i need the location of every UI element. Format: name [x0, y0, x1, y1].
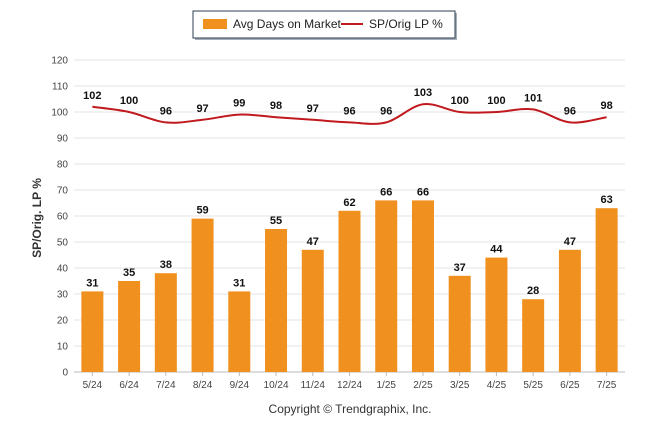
- line-data-label: 96: [160, 105, 172, 117]
- x-tick-label: 6/25: [560, 380, 580, 391]
- legend-label-line: SP/Orig LP %: [369, 17, 443, 31]
- bar-data-label: 66: [380, 186, 392, 198]
- series-line: [92, 102, 607, 125]
- x-tick-label: 4/25: [487, 380, 507, 391]
- bar-data-label: 35: [123, 267, 135, 279]
- y-tick-label: 20: [57, 316, 69, 327]
- x-tick-label: 10/24: [264, 380, 289, 391]
- x-tick-label: 1/25: [376, 380, 396, 391]
- y-tick-label: 120: [51, 56, 68, 67]
- x-tick-label: 2/25: [413, 380, 433, 391]
- bar-data-label: 31: [86, 277, 98, 289]
- bar-data-label: 55: [270, 215, 282, 227]
- bar-series: [81, 200, 618, 372]
- line-data-label: 98: [270, 100, 282, 112]
- bar-data-label: 38: [160, 259, 172, 271]
- line-data-label: 96: [380, 105, 392, 117]
- y-axis-ticks: 0 10 20 30 40 50 60 70 80 90 100 110 120: [51, 56, 68, 379]
- bar: [522, 299, 545, 372]
- bar-data-label: 62: [343, 197, 355, 209]
- line-data-label: 97: [196, 103, 208, 115]
- bar: [265, 229, 288, 372]
- line-data-label: 101: [524, 92, 542, 104]
- copyright-text: Copyright © Trendgraphix, Inc.: [269, 402, 432, 416]
- x-tick-label: 7/25: [597, 380, 617, 391]
- y-tick-label: 10: [57, 342, 69, 353]
- y-tick-label: 100: [51, 108, 68, 119]
- bar: [81, 291, 104, 372]
- bar: [154, 273, 177, 372]
- line-data-label: 96: [343, 105, 355, 117]
- x-tick-label: 12/24: [337, 380, 362, 391]
- bar: [375, 200, 398, 372]
- y-tick-label: 50: [57, 238, 69, 249]
- bar-data-label: 47: [564, 236, 576, 248]
- y-tick-label: 110: [52, 82, 68, 93]
- legend[interactable]: Avg Days on Market SP/Orig LP %: [192, 10, 457, 40]
- y-tick-label: 30: [57, 290, 69, 301]
- x-tick-label: 9/24: [230, 380, 250, 391]
- bar: [301, 249, 324, 372]
- y-axis-label: SP/Orig. LP %: [30, 178, 44, 258]
- bar-data-label: 59: [196, 205, 208, 217]
- line-data-label: 98: [601, 100, 613, 112]
- bar-data-label: 37: [454, 262, 466, 274]
- bar-data-label: 47: [307, 236, 319, 248]
- bar: [338, 210, 361, 372]
- bar-data-label: 28: [527, 285, 539, 297]
- y-tick-label: 90: [57, 134, 69, 145]
- legend-label-bar: Avg Days on Market: [233, 17, 341, 31]
- bar-data-label: 31: [233, 277, 245, 289]
- bar: [228, 291, 251, 372]
- y-tick-label: 70: [57, 186, 69, 197]
- line-data-label: 102: [83, 90, 101, 102]
- y-tick-label: 40: [57, 264, 69, 275]
- legend-swatch-bar: [203, 19, 227, 29]
- y-tick-label: 0: [62, 368, 68, 379]
- bar-data-label: 63: [601, 194, 613, 206]
- line-series: [92, 102, 607, 125]
- line-data-labels: 102 100 96 97 99 98 97 96 96 103 100 100 101 96 98: [83, 87, 613, 117]
- bar: [411, 200, 434, 372]
- x-tick-label: 7/24: [156, 380, 176, 391]
- bar: [485, 257, 508, 372]
- line-data-label: 100: [487, 95, 505, 107]
- line-data-label: 97: [307, 103, 319, 115]
- bar: [558, 249, 581, 372]
- x-axis-ticks: 5/24 6/24 7/24 8/24 9/24 10/24 11/24 12/24 1/25 2…: [83, 372, 617, 391]
- line-data-label: 100: [451, 95, 469, 107]
- y-tick-label: 60: [57, 212, 69, 223]
- bar-data-label: 66: [417, 186, 429, 198]
- bar: [448, 275, 471, 372]
- x-tick-label: 11/24: [301, 380, 326, 391]
- x-tick-label: 6/24: [119, 380, 139, 391]
- x-tick-label: 5/25: [523, 380, 543, 391]
- x-tick-label: 5/24: [83, 380, 103, 391]
- bar-data-label: 44: [490, 244, 503, 256]
- bar: [191, 218, 214, 372]
- bar-data-labels: 31 35 38 59 31 55 47 62 66 66 37 44 28 47 63: [86, 186, 613, 297]
- bar: [595, 208, 618, 372]
- bar: [118, 281, 141, 372]
- line-data-label: 103: [414, 87, 432, 99]
- x-tick-label: 3/25: [450, 380, 470, 391]
- line-data-label: 99: [233, 98, 245, 110]
- line-data-label: 96: [564, 105, 576, 117]
- x-tick-label: 8/24: [193, 380, 213, 391]
- line-data-label: 100: [120, 95, 138, 107]
- y-tick-label: 80: [57, 160, 69, 171]
